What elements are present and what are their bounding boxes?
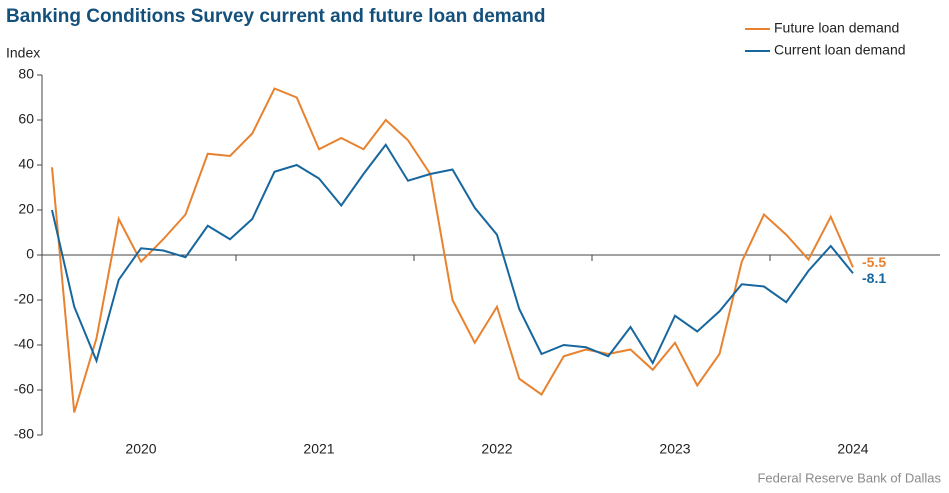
y-tick-label: -20 [14,291,34,307]
x-tick-label: 2021 [303,441,334,457]
x-tick-label: 2020 [125,441,156,457]
y-tick-label: -60 [14,381,34,397]
y-tick-label: 20 [18,201,34,217]
end-label: -8.1 [862,270,886,286]
series-line [51,142,854,366]
legend-label: Current loan demand [774,42,906,58]
y-tick-label: 60 [18,111,34,127]
y-tick-label: -80 [14,426,34,442]
x-tick-label: 2022 [481,441,512,457]
chart-title: Banking Conditions Survey current and fu… [6,6,545,27]
y-tick-label: 0 [26,246,34,262]
source: Federal Reserve Bank of Dallas [757,470,941,485]
y-axis-label: Index [6,45,40,61]
end-label: -5.5 [862,254,886,270]
legend-label: Future loan demand [774,20,899,36]
x-tick-label: 2024 [837,441,868,457]
y-tick-label: -40 [14,336,34,352]
series-line [51,87,854,413]
y-tick-label: 80 [18,66,34,82]
y-tick-label: 40 [18,156,34,172]
x-tick-label: 2023 [659,441,690,457]
